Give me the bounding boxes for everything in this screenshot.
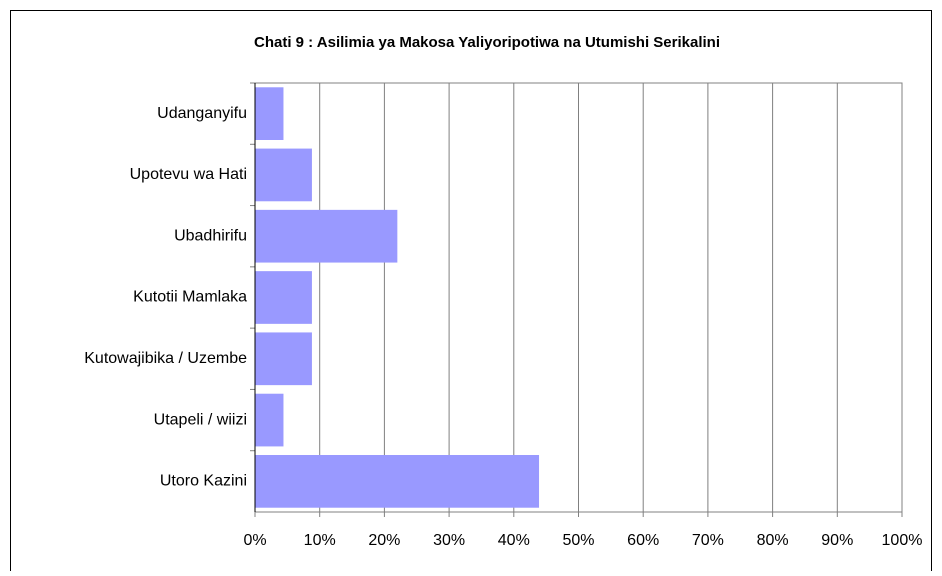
x-tick-label: 80% <box>757 532 789 549</box>
bar <box>255 393 284 447</box>
x-tick-label: 60% <box>627 532 659 549</box>
y-tick-label: Upotevu wa Hati <box>130 166 247 183</box>
bar <box>255 455 540 508</box>
x-tick-label: 50% <box>562 532 594 549</box>
bar <box>255 148 312 202</box>
x-tick-label: 90% <box>821 532 853 549</box>
bar <box>255 332 312 386</box>
y-tick-label: Udanganyifu <box>157 105 247 122</box>
x-tick-label: 0% <box>243 532 266 549</box>
bar <box>255 209 398 263</box>
y-tick-label: Ubadhirifu <box>174 227 247 244</box>
x-tick-label: 70% <box>692 532 724 549</box>
x-tick-label: 10% <box>304 532 336 549</box>
x-tick-label: 100% <box>882 532 923 549</box>
x-tick-label: 40% <box>498 532 530 549</box>
y-tick-label: Utapeli / wiizi <box>154 411 247 428</box>
y-tick-label: Utoro Kazini <box>160 473 247 490</box>
chart-title: Chati 9 : Asilimia ya Makosa Yaliyoripot… <box>254 34 720 51</box>
bar <box>255 87 284 140</box>
x-tick-label: 30% <box>433 532 465 549</box>
y-tick-label: Kutotii Mamlaka <box>133 289 247 306</box>
y-tick-label: Kutowajibika / Uzembe <box>84 350 247 367</box>
x-tick-label: 20% <box>368 532 400 549</box>
bar <box>255 271 312 324</box>
